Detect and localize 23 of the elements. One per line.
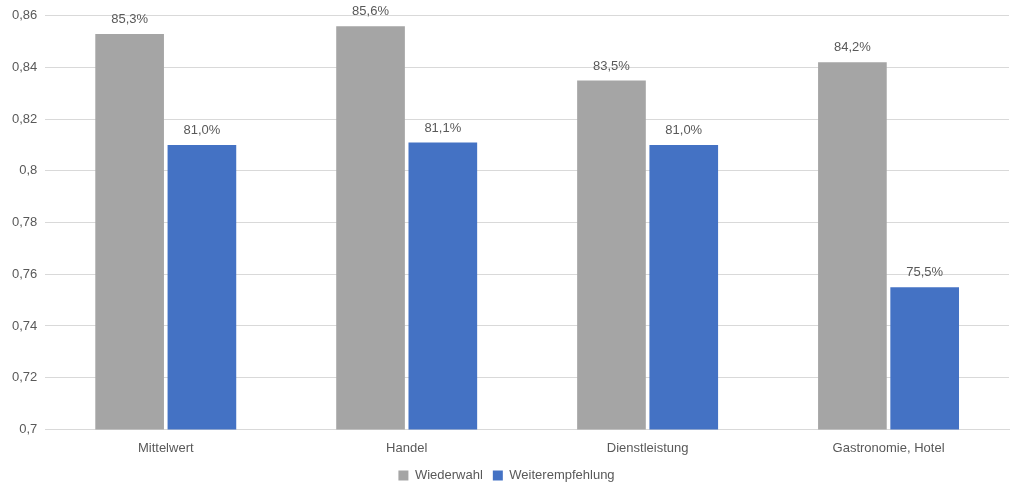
legend-label: Wiederwahl	[414, 467, 483, 483]
y-tick-label: 0,78	[11, 214, 38, 230]
y-tick-label: 0,86	[11, 7, 38, 23]
data-label: 84,2%	[833, 39, 872, 55]
data-label: 85,3%	[111, 10, 149, 26]
y-tick-label: 0,7	[19, 420, 38, 436]
x-tick-label: Gastronomie, Hotel	[832, 439, 945, 455]
y-tick-label: 0,72	[11, 369, 38, 385]
data-label: 81,0%	[665, 122, 703, 138]
data-label: 81,0%	[183, 122, 221, 138]
y-tick-label: 0,8	[19, 162, 38, 178]
x-tick-label: Mittelwert	[137, 439, 194, 455]
data-label: 85,6%	[352, 3, 390, 19]
data-label: 83,5%	[593, 57, 631, 73]
x-tick-label: Handel	[386, 439, 428, 455]
legend-label: Weiterempfehlung	[509, 467, 615, 483]
y-tick-label: 0,74	[11, 317, 38, 333]
x-tick-label: Dienstleistung	[606, 439, 689, 455]
y-tick-label: 0,76	[11, 265, 38, 281]
data-label: 81,1%	[424, 119, 462, 135]
y-tick-label: 0,84	[11, 59, 38, 75]
data-label: 75,5%	[906, 264, 944, 280]
y-tick-label: 0,82	[11, 110, 38, 126]
